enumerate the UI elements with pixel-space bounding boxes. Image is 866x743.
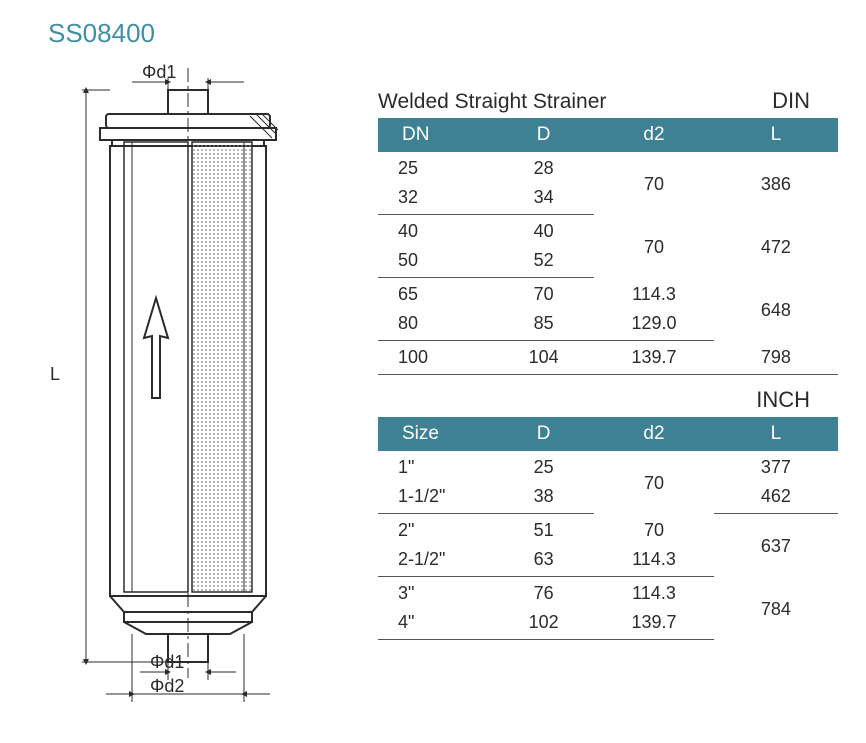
table-row: 2" 51 70 637 (378, 514, 838, 546)
cell: 102 (493, 608, 594, 640)
cell: 70 (594, 152, 714, 215)
table-row: 65 70 114.3 648 (378, 278, 838, 310)
cell: 85 (493, 309, 594, 341)
part-number: SS08400 (48, 18, 155, 49)
cell: 25 (493, 451, 594, 482)
cell: 32 (378, 183, 493, 215)
cell: 51 (493, 514, 594, 546)
cell: 40 (378, 215, 493, 247)
cell: 52 (493, 246, 594, 278)
dim-label-d1-bottom: Φd1 (150, 652, 184, 673)
cell: 34 (493, 183, 594, 215)
din-table-title: Welded Straight Strainer (378, 90, 606, 114)
din-table-title-row: Welded Straight Strainer DIN (378, 88, 838, 114)
cell: 76 (493, 577, 594, 609)
din-col-d: D (493, 118, 594, 152)
cell: 462 (714, 482, 838, 514)
cell: 80 (378, 309, 493, 341)
cell: 63 (493, 545, 594, 577)
cell: 70 (594, 451, 714, 514)
table-row: 100 104 139.7 798 (378, 341, 838, 375)
cell: 129.0 (594, 309, 714, 341)
table-row: 25 28 70 386 (378, 152, 838, 183)
cell: 100 (378, 341, 493, 375)
cell: 28 (493, 152, 594, 183)
din-table: DN D d2 L 25 28 70 386 32 34 40 40 70 47… (378, 118, 838, 375)
inch-col-size: Size (378, 417, 493, 451)
din-unit-label: DIN (772, 88, 810, 114)
cell: 70 (493, 278, 594, 310)
cell: 648 (714, 278, 838, 341)
cell: 472 (714, 215, 838, 278)
cell: 114.3 (594, 278, 714, 310)
cell: 377 (714, 451, 838, 482)
inch-col-l: L (714, 417, 838, 451)
din-header-row: DN D d2 L (378, 118, 838, 152)
din-col-l: L (714, 118, 838, 152)
cell: 798 (714, 341, 838, 375)
cell: 104 (493, 341, 594, 375)
inch-unit-label: INCH (378, 387, 810, 413)
din-col-dn: DN (378, 118, 493, 152)
technical-diagram: Φd1 L Φd1 Φd2 (28, 68, 318, 708)
inch-col-d2: d2 (594, 417, 714, 451)
table-row: 40 40 70 472 (378, 215, 838, 247)
cell: 784 (714, 577, 838, 640)
cell: 2" (378, 514, 493, 546)
spec-tables: Welded Straight Strainer DIN DN D d2 L 2… (378, 88, 838, 640)
inch-col-d: D (493, 417, 594, 451)
cell: 3" (378, 577, 493, 609)
cell: 25 (378, 152, 493, 183)
cell: 70 (594, 215, 714, 278)
cell: 2-1/2" (378, 545, 493, 577)
cell: 38 (493, 482, 594, 514)
dim-label-d2-bottom: Φd2 (150, 676, 184, 697)
cell: 50 (378, 246, 493, 278)
cell: 637 (714, 514, 838, 577)
cell: 114.3 (594, 545, 714, 577)
cell: 4" (378, 608, 493, 640)
dim-label-l: L (50, 364, 60, 385)
cell: 139.7 (594, 341, 714, 375)
din-col-d2: d2 (594, 118, 714, 152)
cell: 114.3 (594, 577, 714, 609)
cell: 139.7 (594, 608, 714, 640)
cell: 1-1/2" (378, 482, 493, 514)
cell: 386 (714, 152, 838, 215)
table-row: 1" 25 70 377 (378, 451, 838, 482)
cell: 65 (378, 278, 493, 310)
cell: 1" (378, 451, 493, 482)
cell: 40 (493, 215, 594, 247)
inch-table: Size D d2 L 1" 25 70 377 1-1/2" 38 462 2… (378, 417, 838, 640)
dim-label-d1-top: Φd1 (142, 62, 176, 83)
cell: 70 (594, 514, 714, 546)
inch-header-row: Size D d2 L (378, 417, 838, 451)
table-row: 3" 76 114.3 784 (378, 577, 838, 609)
